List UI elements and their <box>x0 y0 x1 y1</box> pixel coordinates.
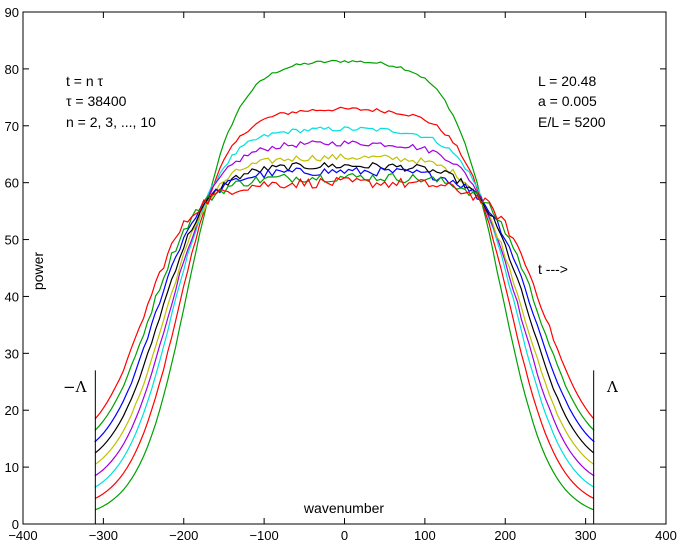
x-axis-title: wavenumber <box>303 500 384 516</box>
y-tick-label: 80 <box>5 62 19 77</box>
y-tick-label: 10 <box>5 460 19 475</box>
series-layer <box>94 59 595 511</box>
x-tick-label: 0 <box>341 528 348 543</box>
y-axis-title: power <box>30 252 46 290</box>
y-tick-label: 0 <box>12 517 19 532</box>
y-tick-label: 70 <box>5 119 19 134</box>
time-arrow-label: t ---> <box>538 261 568 277</box>
series-line-7 <box>94 166 595 443</box>
y-tick-label: 20 <box>5 403 19 418</box>
annotation-n-range: n = 2, 3, ..., 10 <box>66 114 156 130</box>
y-tick-label: 30 <box>5 346 19 361</box>
x-tick-label: −100 <box>249 528 278 543</box>
series-line-3 <box>94 126 595 488</box>
series-line-9 <box>94 176 595 420</box>
series-line-1 <box>94 59 595 511</box>
annotation-L: L = 20.48 <box>538 73 596 89</box>
cutoff-left-label: −Λ <box>63 378 87 396</box>
series-line-2 <box>95 106 594 499</box>
x-tick-label: 200 <box>494 528 516 543</box>
series-line-4 <box>94 140 595 477</box>
annotation-a: a = 0.005 <box>538 93 597 109</box>
y-tick-label: 90 <box>5 5 19 20</box>
x-tick-label: 400 <box>655 528 677 543</box>
x-tick-label: 100 <box>414 528 436 543</box>
x-tick-label: 300 <box>575 528 597 543</box>
y-tick-label: 60 <box>5 176 19 191</box>
x-tick-label: −200 <box>169 528 198 543</box>
tick-layer: −400 −300 −200 −100 0 100 200 300 400 0 10 20 30 40 50… <box>5 5 677 543</box>
series-line-5 <box>94 153 595 465</box>
series-line-6 <box>94 161 595 454</box>
x-tick-label: −400 <box>8 528 37 543</box>
x-tick-label: −300 <box>89 528 118 543</box>
series-line-8 <box>94 172 595 431</box>
y-tick-label: 40 <box>5 289 19 304</box>
annotation-energy: E/L = 5200 <box>538 114 606 130</box>
cutoff-right-label: Λ <box>606 378 618 396</box>
annotation-time-formula: t = n τ <box>66 73 104 89</box>
annotation-tau: τ = 38400 <box>66 93 127 109</box>
cutoff-layer <box>94 370 595 524</box>
y-tick-label: 50 <box>5 233 19 248</box>
